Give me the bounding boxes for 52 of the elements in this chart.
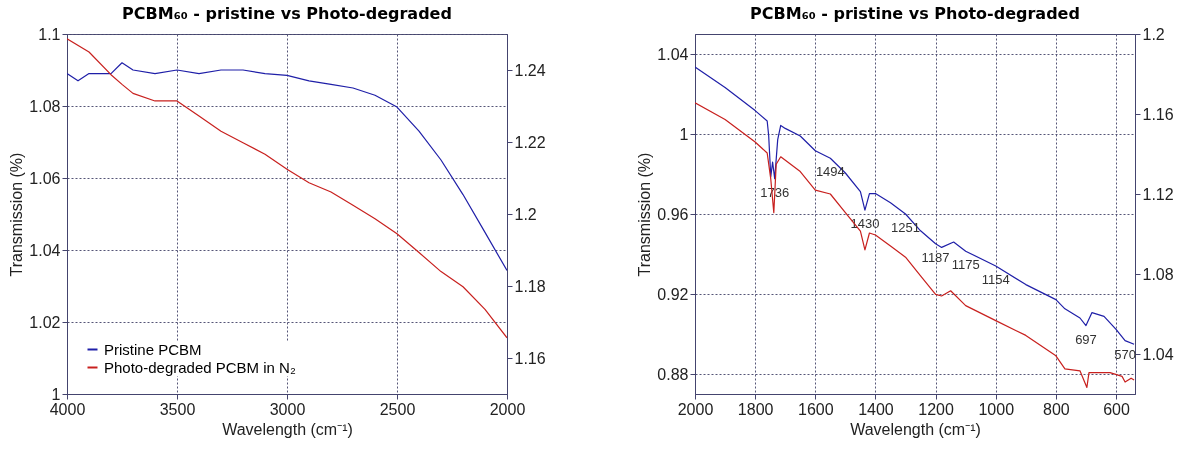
chart-title: PCBM₆₀ - pristine vs Photo-degraded — [750, 4, 1080, 23]
x-tick-label: 1000 — [978, 400, 1015, 418]
y-tick-label: 1.1 — [38, 25, 61, 43]
x-tick-label: 1400 — [858, 400, 894, 418]
x-tick-label: 1800 — [737, 400, 774, 418]
y-tick-label: 1.02 — [29, 313, 61, 331]
y-tick-label: 0.88 — [657, 365, 689, 383]
annotation: 1175 — [951, 257, 980, 273]
annotation: 1187 — [921, 249, 950, 265]
y-tick-label: 1 — [679, 125, 689, 143]
y-tick-label: 0.92 — [657, 285, 689, 303]
y2-tick-label: 1.2 — [1142, 25, 1165, 43]
x-tick-label: 3500 — [159, 400, 196, 418]
y2-tick-label: 1.18 — [514, 277, 546, 295]
annotation: 697 — [1075, 331, 1097, 347]
y2-tick-label: 1.12 — [1142, 185, 1174, 203]
annotation: 1154 — [981, 272, 1010, 287]
y-tick-label: 1.06 — [29, 169, 61, 187]
y-tick-label: 1.04 — [29, 241, 61, 259]
y2-tick-label: 1.04 — [1142, 345, 1174, 363]
x-tick-label: 4000 — [49, 400, 86, 418]
line-series — [695, 66, 1135, 345]
y-tick-label: 1 — [51, 385, 61, 403]
annotation: 1251 — [891, 220, 920, 235]
x-tick-label: 2000 — [677, 400, 714, 418]
x-tick-label: 2000 — [489, 400, 526, 418]
legend-label: Pristine PCBM — [104, 340, 202, 358]
x-tick-label: 3000 — [269, 400, 306, 418]
x-axis-title: Wavelength (cm⁻¹) — [850, 420, 981, 438]
x-tick-label: 2500 — [379, 400, 416, 418]
y2-tick-label: 1.16 — [514, 349, 546, 367]
y-axis-title: Transmission (%) — [636, 152, 654, 277]
y-tick-label: 0.96 — [657, 205, 689, 223]
legend-label: Photo-degraded PCBM in N₂ — [104, 358, 296, 376]
y-tick-label: 1.04 — [657, 45, 689, 63]
annotation: 1494 — [815, 164, 845, 180]
y2-tick-label: 1.16 — [1142, 105, 1174, 123]
y2-tick-label: 1.2 — [514, 205, 537, 223]
x-axis-title: Wavelength (cm⁻¹) — [222, 420, 353, 438]
x-tick-label: 600 — [1103, 400, 1130, 418]
y2-tick-label: 1.24 — [514, 61, 546, 79]
y-axis-title: Transmission (%) — [8, 152, 26, 277]
x-tick-label: 1600 — [798, 400, 834, 418]
y-tick-label: 1.08 — [29, 97, 61, 115]
x-tick-label: 800 — [1043, 400, 1070, 418]
x-tick-label: 1200 — [918, 400, 954, 418]
chart-title: PCBM₆₀ - pristine vs Photo-degraded — [122, 4, 452, 23]
y2-tick-label: 1.22 — [514, 133, 546, 151]
line-series — [695, 102, 1135, 388]
y2-tick-label: 1.08 — [1142, 265, 1174, 283]
line-series — [67, 62, 507, 272]
line-series — [67, 38, 507, 339]
